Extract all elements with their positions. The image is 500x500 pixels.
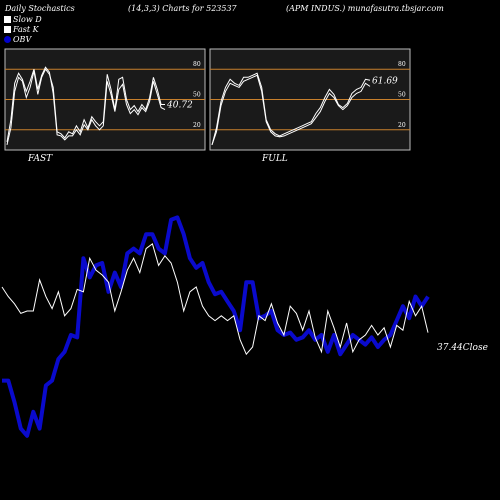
legend-swatch-fast-k — [4, 26, 11, 33]
last-value-label: 61.69 — [372, 76, 398, 86]
fast-panel-title: FAST — [27, 154, 53, 164]
last-value-label: 40.72 — [166, 101, 193, 111]
legend-label-obv: OBV — [13, 35, 32, 44]
obv-price-panel — [1, 215, 430, 438]
obv-line — [2, 215, 430, 438]
tick-label-20: 20 — [193, 122, 201, 129]
slow-d-line — [6, 68, 165, 146]
tick-label-80: 80 — [193, 61, 201, 68]
legend-swatch-obv — [4, 36, 11, 43]
legend-label-fast-k: Fast K — [12, 25, 40, 34]
fast-stochastic-panel: 80 50 20 40.72 — [4, 48, 206, 151]
legend: Slow D Fast K OBV — [4, 15, 42, 44]
tick-label-80: 80 — [398, 61, 406, 68]
slow-d-line — [211, 72, 371, 146]
price-line — [1, 242, 429, 356]
tick-label-50: 50 — [193, 92, 201, 99]
tick-label-20: 20 — [398, 122, 406, 129]
tick-label-50: 50 — [398, 92, 406, 99]
fast-k-line — [211, 74, 371, 146]
header-center: (14,3,3) Charts for 523537 — [128, 4, 238, 13]
header-left: Daily Stochastics — [4, 4, 75, 13]
close-value-label: 37.44Close — [437, 343, 488, 353]
full-stochastic-panel: 80 50 20 61.69 — [209, 48, 411, 151]
legend-swatch-slow-d — [4, 16, 11, 23]
full-panel-title: FULL — [261, 154, 288, 164]
fast-k-line — [6, 66, 166, 142]
legend-label-slow-d: Slow D — [13, 15, 42, 24]
header-right: (APM INDUS.) munafasutra.tbsjar.com — [286, 4, 444, 13]
